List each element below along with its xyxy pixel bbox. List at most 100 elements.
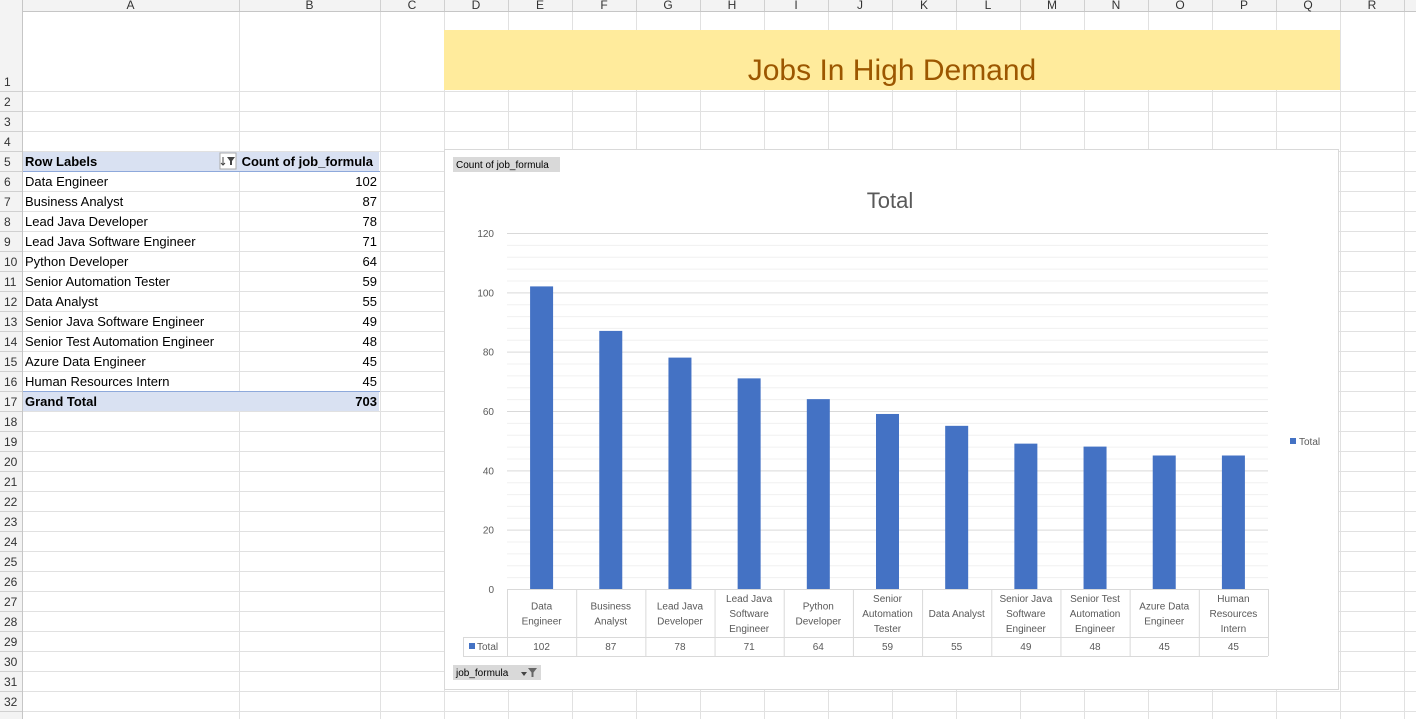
category-label: Data Engineer	[522, 602, 563, 628]
column-header-g[interactable]: G	[663, 0, 672, 12]
axis-field-chip-label: job_formula	[455, 668, 509, 679]
data-table-value: 45	[1228, 642, 1240, 653]
row-header-21[interactable]: 21	[4, 475, 18, 489]
row-header-10[interactable]: 10	[4, 255, 18, 269]
row-header-4[interactable]: 4	[4, 135, 11, 149]
pivot-row-value: 64	[363, 254, 377, 269]
pivot-row[interactable]: Data Analyst 55	[25, 294, 377, 309]
bar[interactable]	[945, 425, 969, 589]
bar[interactable]	[876, 413, 899, 589]
row-header-14[interactable]: 14	[4, 335, 18, 349]
row-header-2[interactable]: 2	[4, 95, 11, 109]
bar[interactable]	[1083, 446, 1107, 589]
value-field-chip[interactable]: Count of job_formula	[453, 157, 560, 172]
category-label: Data Analyst	[929, 609, 985, 620]
value-field-chip-label: Count of job_formula	[456, 160, 549, 171]
column-header-m[interactable]: M	[1047, 0, 1057, 12]
pivot-row-labels-header[interactable]: Row Labels	[25, 154, 97, 169]
pivot-row[interactable]: Human Resources Intern 45	[25, 374, 377, 389]
row-header-28[interactable]: 28	[4, 615, 18, 629]
row-header-30[interactable]: 30	[4, 655, 18, 669]
pivot-grand-total-value[interactable]: 703	[355, 394, 377, 409]
row-header-20[interactable]: 20	[4, 455, 18, 469]
row-header-19[interactable]: 19	[4, 435, 18, 449]
pivot-row-value: 78	[363, 214, 377, 229]
column-header-i[interactable]: I	[794, 0, 797, 12]
bar[interactable]	[1152, 455, 1176, 590]
bar[interactable]	[1221, 455, 1245, 590]
bar[interactable]	[737, 378, 761, 589]
column-header-l[interactable]: L	[985, 0, 992, 12]
pivot-row-label: Azure Data Engineer	[25, 354, 146, 369]
pivot-row-value: 55	[363, 294, 377, 309]
row-header-1[interactable]: 1	[4, 75, 11, 89]
row-header-9[interactable]: 9	[4, 235, 11, 249]
column-header-p[interactable]: P	[1240, 0, 1248, 12]
row-header-22[interactable]: 22	[4, 495, 18, 509]
row-header-31[interactable]: 31	[4, 675, 18, 689]
column-header-o[interactable]: O	[1175, 0, 1184, 12]
column-header-a[interactable]: A	[126, 0, 134, 12]
row-header-32[interactable]: 32	[4, 695, 18, 709]
column-header-h[interactable]: H	[728, 0, 737, 12]
row-header-25[interactable]: 25	[4, 555, 18, 569]
y-tick-label: 20	[483, 526, 495, 537]
row-header-15[interactable]: 15	[4, 355, 18, 369]
column-header-k[interactable]: K	[920, 0, 928, 12]
pivot-row[interactable]: Python Developer 64	[25, 254, 377, 269]
column-header-j[interactable]: J	[857, 0, 863, 12]
column-header-b[interactable]: B	[305, 0, 313, 12]
data-table-value: 87	[605, 642, 617, 653]
column-header-e[interactable]: E	[536, 0, 544, 12]
row-header-5[interactable]: 5	[4, 155, 11, 169]
bar[interactable]	[599, 330, 623, 589]
bar[interactable]	[530, 286, 554, 589]
row-header-8[interactable]: 8	[4, 215, 11, 229]
row-header-12[interactable]: 12	[4, 295, 18, 309]
banner-title: Jobs In High Demand	[748, 54, 1037, 87]
y-tick-label: 40	[483, 466, 495, 477]
row-header-23[interactable]: 23	[4, 515, 18, 529]
column-header-d[interactable]: D	[472, 0, 481, 12]
column-header-f[interactable]: F	[600, 0, 607, 12]
pivot-grand-total-label[interactable]: Grand Total	[25, 394, 97, 409]
pivot-row[interactable]: Azure Data Engineer 45	[25, 354, 377, 369]
category-label: Python Developer	[796, 602, 842, 628]
column-header-r[interactable]: R	[1368, 0, 1377, 12]
axis-field-chip[interactable]: job_formula	[453, 665, 541, 680]
category-label: Azure Data Engineer	[1139, 602, 1189, 628]
pivot-row-value: 87	[363, 194, 377, 209]
pivot-value-header[interactable]: Count of job_formula	[242, 154, 374, 169]
y-tick-label: 0	[488, 585, 494, 596]
bar[interactable]	[668, 357, 692, 589]
row-header-29[interactable]: 29	[4, 635, 18, 649]
row-header-26[interactable]: 26	[4, 575, 18, 589]
row-header-6[interactable]: 6	[4, 175, 11, 189]
row-header-27[interactable]: 27	[4, 595, 18, 609]
bar[interactable]	[1014, 443, 1038, 589]
row-labels-filter-button[interactable]	[219, 152, 237, 170]
row-header-18[interactable]: 18	[4, 415, 18, 429]
pivot-row[interactable]: Senior Test Automation Engineer 48	[25, 334, 377, 349]
banner-cell[interactable]	[444, 30, 1340, 90]
bar[interactable]	[806, 399, 830, 589]
column-header-c[interactable]: C	[408, 0, 417, 12]
pivot-row[interactable]: Data Engineer 102	[25, 174, 377, 189]
pivot-row[interactable]: Senior Java Software Engineer 49	[25, 314, 377, 329]
row-header-11[interactable]: 11	[4, 275, 17, 289]
pivot-row[interactable]: Lead Java Software Engineer 71	[25, 234, 377, 249]
pivot-row[interactable]: Lead Java Developer 78	[25, 214, 377, 229]
pivot-row[interactable]: Business Analyst 87	[25, 194, 377, 209]
chart-legend[interactable]: Total	[1290, 437, 1320, 448]
chart-title[interactable]: Total	[867, 188, 913, 213]
row-header-17[interactable]: 17	[4, 395, 18, 409]
row-header-16[interactable]: 16	[4, 375, 18, 389]
pivot-chart[interactable]: Count of job_formula Total 0 20 40 60 80 100 120…	[444, 149, 1339, 690]
row-header-3[interactable]: 3	[4, 115, 11, 129]
row-header-7[interactable]: 7	[4, 195, 11, 209]
column-header-q[interactable]: Q	[1303, 0, 1312, 12]
pivot-row[interactable]: Senior Automation Tester 59	[25, 274, 377, 289]
row-header-24[interactable]: 24	[4, 535, 18, 549]
column-header-n[interactable]: N	[1112, 0, 1121, 12]
row-header-13[interactable]: 13	[4, 315, 18, 329]
